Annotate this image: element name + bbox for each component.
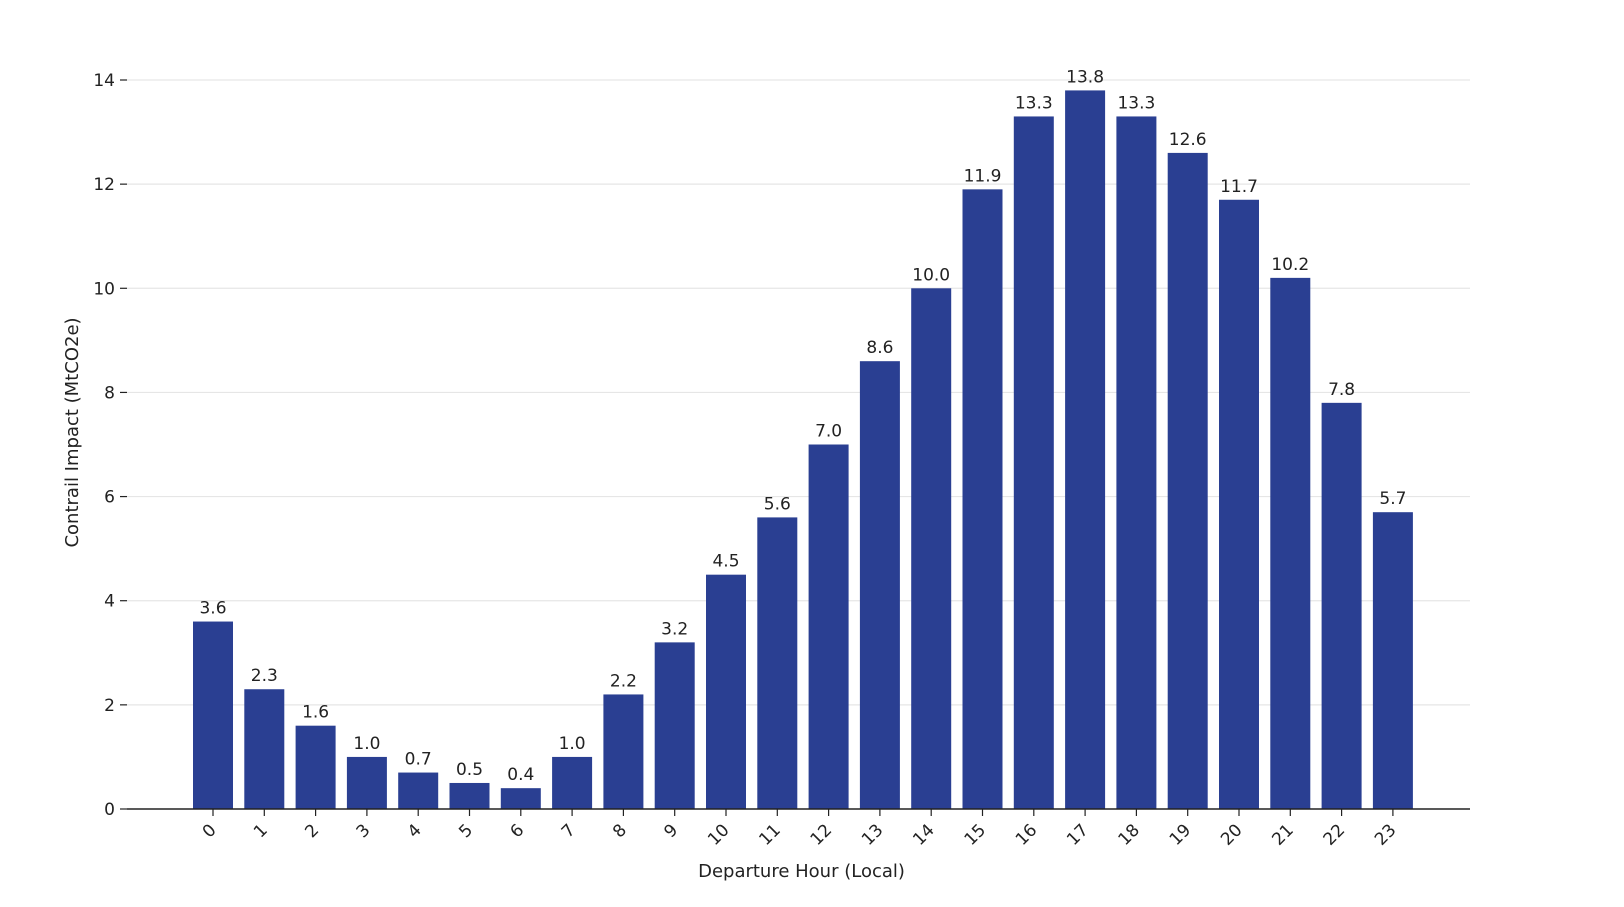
bar	[706, 574, 746, 809]
data-label: 1.6	[302, 703, 329, 723]
data-label: 5.7	[1379, 489, 1406, 509]
data-label: 0.7	[405, 750, 432, 770]
bar	[1167, 152, 1208, 809]
data-labels: 3.6 2.3 1.6 1.0 0.7 0.5 0.4 1.0 2.2 3.2 4.5 5.6 7.0 8…	[199, 67, 1406, 785]
data-label: 11.7	[1220, 177, 1258, 197]
x-tick-label: 10	[704, 820, 733, 849]
x-tick-label: 18	[1114, 820, 1143, 849]
x-tick-label: 22	[1320, 820, 1349, 849]
data-label: 4.5	[712, 552, 739, 572]
data-label: 2.2	[610, 671, 637, 691]
bar	[398, 772, 439, 809]
x-tick-label: 23	[1371, 820, 1400, 849]
data-label: 10.2	[1271, 255, 1309, 275]
bar	[757, 517, 798, 809]
x-tick-label: 21	[1268, 820, 1297, 849]
data-label: 11.9	[964, 166, 1002, 186]
data-label: 7.0	[815, 422, 842, 442]
x-tick-label: 11	[755, 820, 784, 849]
bar	[193, 621, 233, 809]
bar	[859, 361, 900, 809]
bar	[808, 444, 849, 809]
data-label: 13.3	[1015, 93, 1053, 113]
y-tick-label: 4	[104, 592, 115, 612]
y-axis-title: Contrail Impact (MtCO2e)	[62, 317, 83, 547]
x-tick-label: 0	[199, 820, 221, 842]
bars	[193, 90, 1413, 810]
data-label: 8.6	[866, 338, 893, 358]
x-tick-label: 6	[507, 820, 529, 842]
bar	[654, 642, 695, 809]
x-tick-label: 15	[961, 820, 990, 849]
bar	[552, 756, 593, 809]
bar	[1372, 512, 1413, 809]
x-tick-label: 5	[455, 820, 477, 842]
x-tick-label: 17	[1063, 820, 1092, 849]
bar	[1321, 402, 1362, 809]
y-tick-label: 14	[93, 71, 115, 91]
bar	[1116, 116, 1157, 809]
bar	[244, 689, 285, 809]
y-tick-label: 10	[93, 279, 115, 299]
bar	[962, 189, 1003, 810]
y-tick-label: 8	[104, 383, 115, 403]
y-tick-label: 0	[104, 800, 115, 820]
data-label: 10.0	[912, 265, 950, 285]
x-tick-label: 13	[858, 820, 887, 849]
data-label: 1.0	[353, 734, 380, 754]
x-tick-label: 9	[660, 820, 682, 842]
bar	[911, 288, 952, 809]
data-label: 1.0	[559, 734, 586, 754]
data-label: 13.8	[1066, 67, 1104, 87]
x-tick-label: 8	[609, 820, 631, 842]
data-label: 5.6	[764, 494, 791, 514]
bar	[1065, 90, 1106, 809]
bar	[449, 782, 490, 809]
x-tick-label: 14	[909, 820, 938, 849]
data-label: 0.5	[456, 760, 483, 780]
data-label: 13.3	[1117, 93, 1155, 113]
data-label: 3.2	[661, 619, 688, 639]
bar	[1219, 199, 1259, 809]
x-tick-label: 19	[1166, 820, 1195, 849]
x-tick-label: 16	[1012, 820, 1041, 849]
y-tick-label: 12	[93, 175, 115, 195]
x-tick-label: 1	[250, 820, 272, 842]
x-tick-label: 4	[404, 820, 426, 842]
data-label: 7.8	[1328, 380, 1355, 400]
bar	[346, 756, 387, 809]
bar	[295, 725, 336, 809]
x-tick-label: 7	[558, 820, 580, 842]
data-label: 12.6	[1169, 130, 1207, 150]
x-tick-label: 2	[301, 820, 323, 842]
gridlines	[127, 79, 1470, 706]
y-tick-label: 6	[104, 488, 115, 508]
bar	[1013, 116, 1054, 809]
x-tick-label: 3	[353, 820, 375, 842]
x-tick-label: 20	[1217, 820, 1246, 849]
bar	[603, 694, 644, 809]
data-label: 2.3	[251, 666, 278, 686]
y-tick-label: 2	[104, 696, 115, 716]
data-label: 3.6	[199, 599, 226, 619]
bar	[1270, 277, 1311, 809]
x-axis-title: Departure Hour (Local)	[698, 861, 905, 882]
data-label: 0.4	[507, 765, 534, 785]
bar	[500, 788, 541, 809]
x-tick-label: 12	[807, 820, 836, 849]
